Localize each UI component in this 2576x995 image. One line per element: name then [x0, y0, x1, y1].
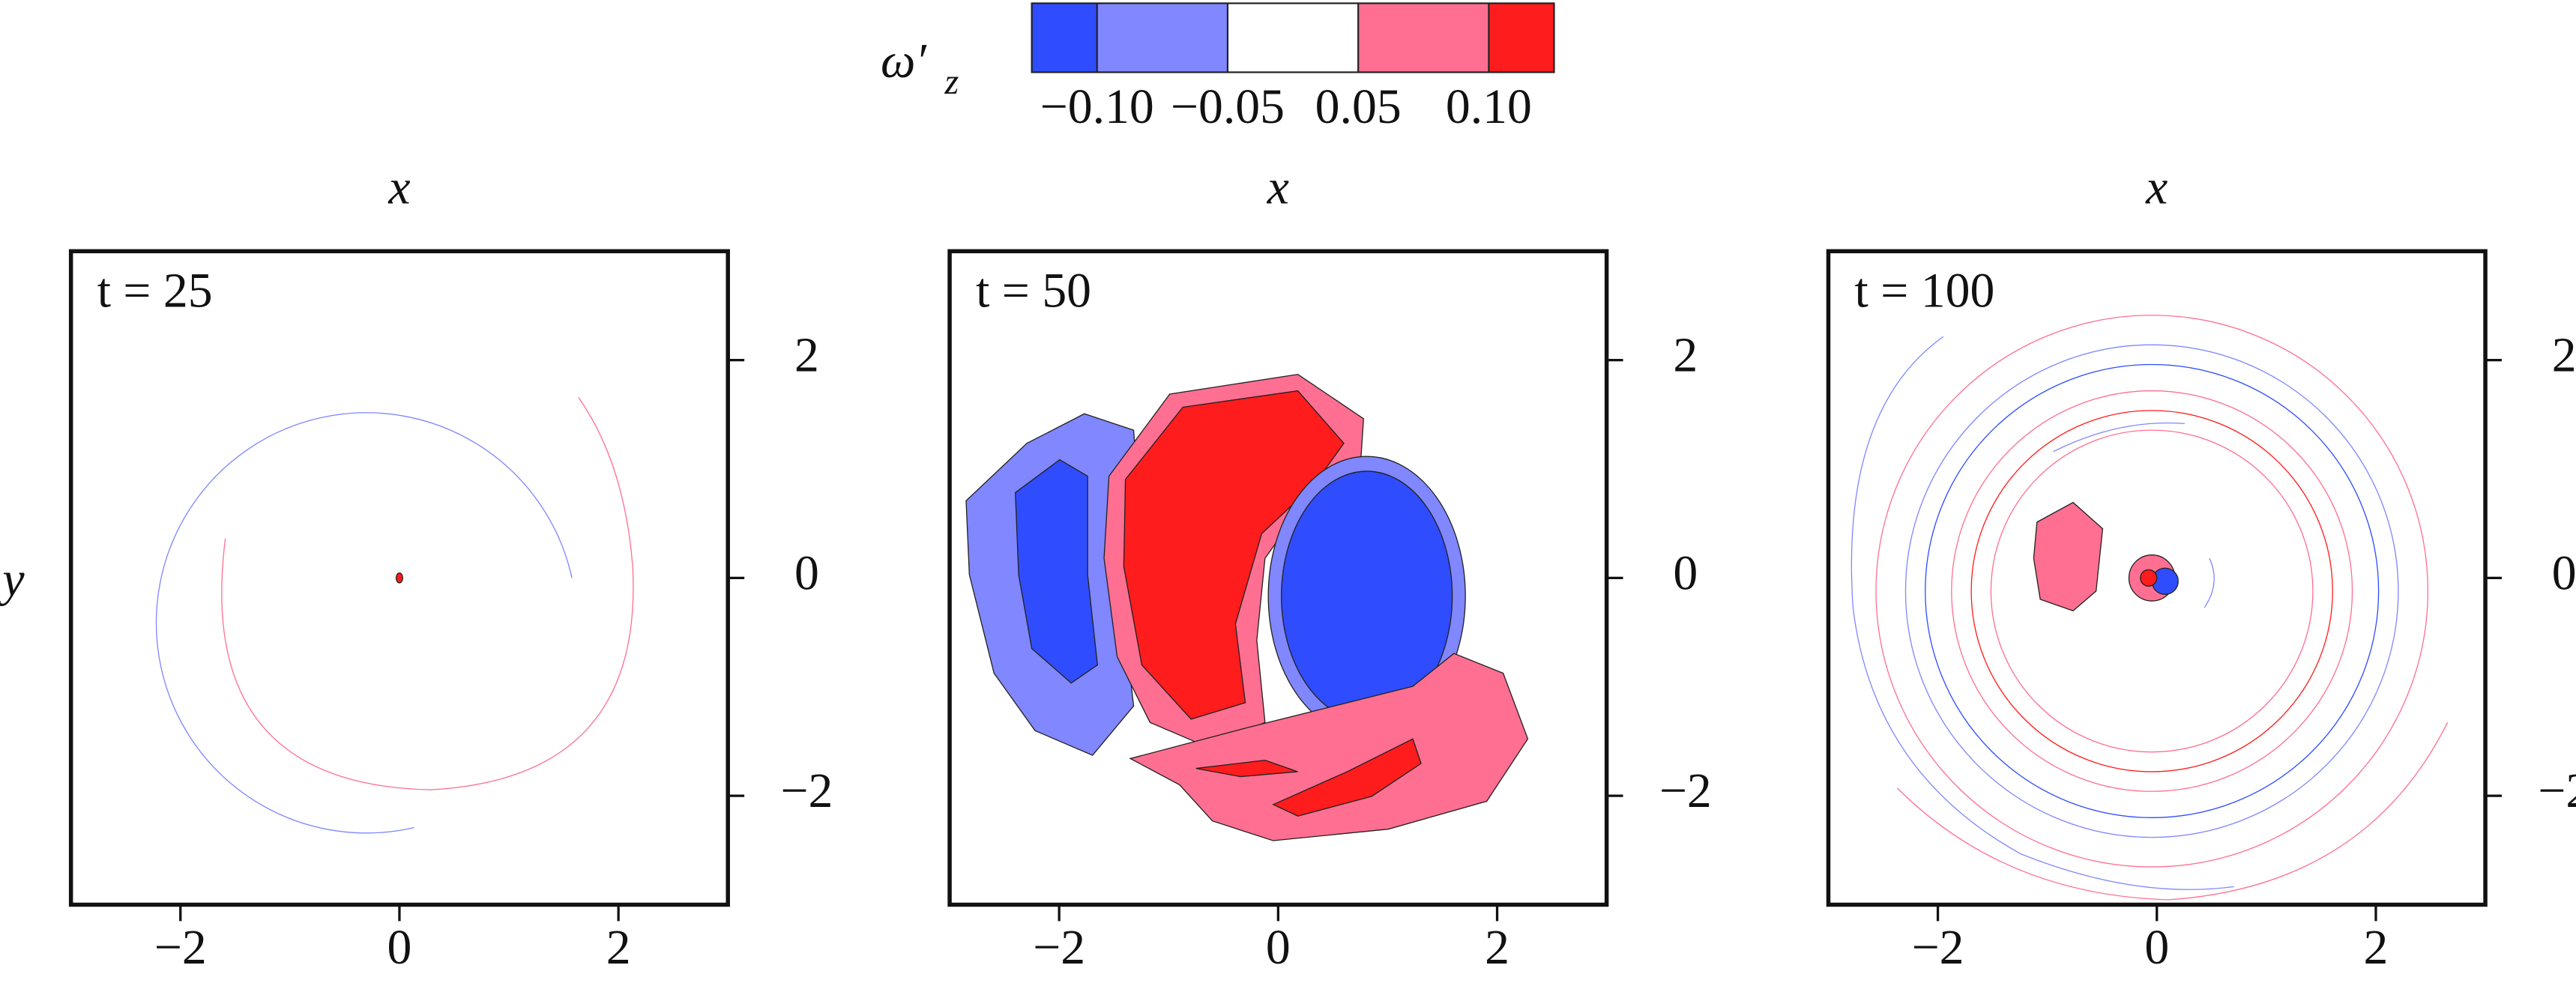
colorbar-band: [1227, 3, 1359, 73]
y-tick-label: 0: [2552, 545, 2576, 600]
contours: [155, 396, 634, 834]
x-tick-label: 0: [387, 920, 412, 975]
contour-band: [1970, 410, 2333, 772]
colorbar-tick-label: 0.05: [1315, 79, 1402, 134]
y-tick-label: −2: [2538, 763, 2576, 818]
x-tick-label: 0: [2144, 920, 2169, 975]
x-tick-label: −2: [1033, 920, 1085, 975]
contours: [965, 373, 1529, 841]
colorbar-label: ω′: [881, 34, 927, 88]
colorbar-label-subscript: z: [944, 62, 959, 102]
contour-band: [1272, 738, 1422, 817]
contour-band: [2033, 501, 2104, 611]
contour-band: [1129, 653, 1529, 841]
contours: [1850, 315, 2449, 901]
contour-band: [1123, 390, 1345, 720]
colorbar-tick-label: −0.05: [1171, 79, 1285, 134]
x-axis-label: x: [2145, 160, 2168, 214]
contour-band: [1951, 390, 2353, 792]
y-tick-label: 2: [1673, 328, 1698, 383]
contour-band: [221, 396, 634, 790]
x-tick-label: 2: [2364, 920, 2389, 975]
x-tick-label: 2: [1485, 920, 1509, 975]
x-axis-label: x: [387, 160, 410, 214]
y-tick-label: 0: [794, 545, 819, 600]
x-tick-label: −2: [1912, 920, 1964, 975]
y-tick-label: 0: [1673, 545, 1698, 600]
colorbar-band: [1031, 3, 1097, 73]
contour-band: [1195, 759, 1298, 778]
colorbar-frame: [1031, 2, 1555, 73]
x-axis-label: x: [1267, 160, 1289, 214]
panel-title: t = 25: [97, 264, 213, 318]
contour-band: [2204, 557, 2215, 608]
contour-band: [1925, 363, 2380, 818]
contour-band: [2140, 569, 2158, 587]
panel-title: t = 100: [1855, 264, 1995, 318]
contour-band: [1850, 336, 2234, 890]
x-tick-label: 0: [1266, 920, 1291, 975]
contour-band: [1904, 344, 2399, 838]
y-tick-label: 2: [794, 328, 819, 383]
contour-band: [2053, 422, 2186, 453]
contour-band: [1015, 459, 1098, 684]
contour-band: [1897, 722, 2449, 901]
colorbar-band: [1097, 3, 1228, 73]
x-tick-label: 2: [606, 920, 631, 975]
y-tick-label: 2: [2552, 328, 2576, 383]
colorbar-band: [1488, 3, 1554, 73]
colorbar-tick-label: −0.10: [1040, 79, 1154, 134]
contour-band: [155, 412, 573, 834]
colorbar-band: [1358, 3, 1489, 73]
panel-title: t = 50: [976, 264, 1091, 318]
contour-band: [1990, 429, 2314, 753]
x-tick-label: −2: [154, 920, 207, 975]
y-tick-label: −2: [780, 763, 833, 818]
contour-band: [1875, 315, 2429, 868]
contour-band: [395, 572, 403, 584]
y-axis-label: y: [0, 552, 25, 607]
y-tick-label: −2: [1659, 763, 1712, 818]
colorbar-tick-label: 0.10: [1446, 79, 1532, 134]
